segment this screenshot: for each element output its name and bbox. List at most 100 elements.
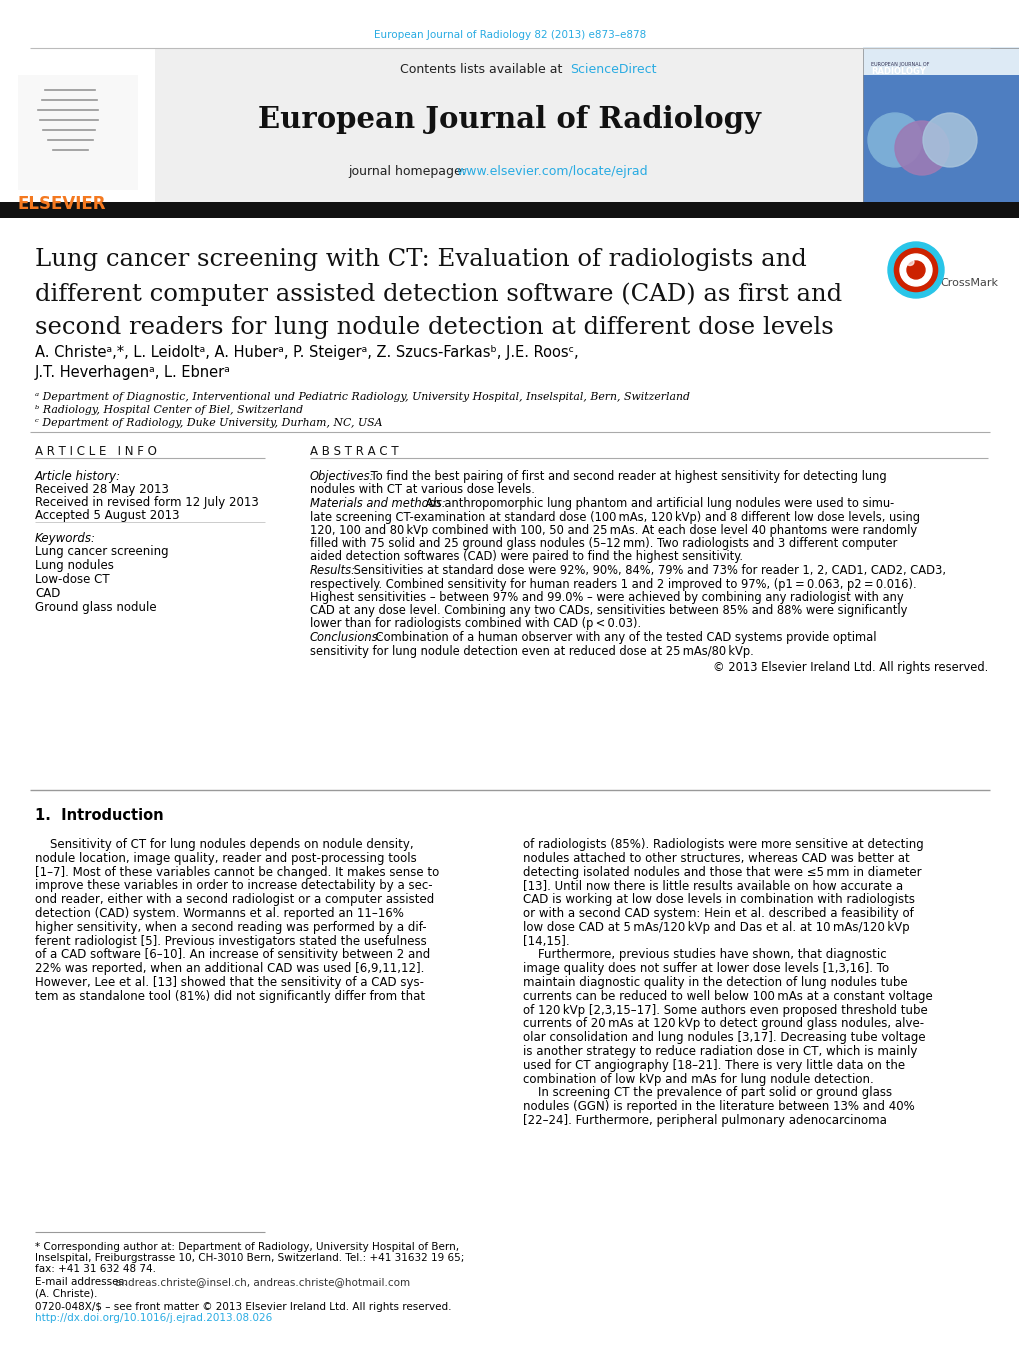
Text: E-mail addresses:: E-mail addresses:	[35, 1277, 127, 1288]
Bar	[0, 203, 1019, 218]
Bar	[18, 76, 138, 190]
Text: ferent radiologist [5]. Previous investigators stated the usefulness: ferent radiologist [5]. Previous investi…	[35, 935, 426, 947]
Text: or with a second CAD system: Hein et al. described a feasibility of: or with a second CAD system: Hein et al.…	[523, 907, 913, 920]
Text: ᵃ Department of Diagnostic, Interventional und Pediatric Radiology, University H: ᵃ Department of Diagnostic, Intervention…	[35, 392, 689, 403]
Text: However, Lee et al. [13] showed that the sensitivity of a CAD sys-: However, Lee et al. [13] showed that the…	[35, 975, 424, 989]
Text: A R T I C L E   I N F O: A R T I C L E I N F O	[35, 444, 157, 458]
Text: 120, 100 and 80 kVp combined with 100, 50 and 25 mAs. At each dose level 40 phan: 120, 100 and 80 kVp combined with 100, 5…	[310, 524, 916, 536]
Text: In screening CT the prevalence of part solid or ground glass: In screening CT the prevalence of part s…	[523, 1086, 892, 1100]
Text: detecting isolated nodules and those that were ≤5 mm in diameter: detecting isolated nodules and those tha…	[523, 866, 921, 878]
Text: RADIOLOGY: RADIOLOGY	[870, 68, 925, 76]
Text: maintain diagnostic quality in the detection of lung nodules tube: maintain diagnostic quality in the detec…	[523, 975, 907, 989]
Text: Conclusions:: Conclusions:	[310, 631, 382, 644]
Text: Inselspital, Freiburgstrasse 10, CH-3010 Bern, Switzerland. Tel.: +41 31632 19 6: Inselspital, Freiburgstrasse 10, CH-3010…	[35, 1252, 464, 1263]
Text: Received 28 May 2013: Received 28 May 2013	[35, 484, 169, 496]
Text: Low-dose CT: Low-dose CT	[35, 573, 109, 586]
Text: www.elsevier.com/locate/ejrad: www.elsevier.com/locate/ejrad	[455, 165, 647, 178]
Text: ond reader, either with a second radiologist or a computer assisted: ond reader, either with a second radiolo…	[35, 893, 434, 907]
Text: European Journal of Radiology: European Journal of Radiology	[258, 105, 761, 134]
Text: currents of 20 mAs at 120 kVp to detect ground glass nodules, alve-: currents of 20 mAs at 120 kVp to detect …	[523, 1017, 923, 1031]
Text: [1–7]. Most of these variables cannot be changed. It makes sense to: [1–7]. Most of these variables cannot be…	[35, 866, 439, 878]
Ellipse shape	[894, 122, 948, 176]
Ellipse shape	[867, 113, 921, 168]
Text: second readers for lung nodule detection at different dose levels: second readers for lung nodule detection…	[35, 316, 833, 339]
Text: J.T. Heverhagenᵃ, L. Ebnerᵃ: J.T. Heverhagenᵃ, L. Ebnerᵃ	[35, 365, 230, 380]
Text: A B S T R A C T: A B S T R A C T	[310, 444, 398, 458]
Text: image quality does not suffer at lower dose levels [1,3,16]. To: image quality does not suffer at lower d…	[523, 962, 889, 975]
Text: An anthropomorphic lung phantom and artificial lung nodules were used to simu-: An anthropomorphic lung phantom and arti…	[422, 497, 894, 511]
Text: nodules attached to other structures, whereas CAD was better at: nodules attached to other structures, wh…	[523, 851, 909, 865]
Text: To find the best pairing of first and second reader at highest sensitivity for d: To find the best pairing of first and se…	[367, 470, 886, 484]
Text: ELSEVIER: ELSEVIER	[18, 195, 106, 213]
Text: aided detection softwares (CAD) were paired to find the highest sensitivity.: aided detection softwares (CAD) were pai…	[310, 550, 742, 563]
Text: Lung cancer screening: Lung cancer screening	[35, 544, 168, 558]
Text: ScienceDirect: ScienceDirect	[570, 63, 656, 76]
Text: Contents lists available at: Contents lists available at	[399, 63, 566, 76]
Text: 0720-048X/$ – see front matter © 2013 Elsevier Ireland Ltd. All rights reserved.: 0720-048X/$ – see front matter © 2013 El…	[35, 1302, 451, 1312]
Text: (A. Christe).: (A. Christe).	[35, 1288, 97, 1298]
Text: of 120 kVp [2,3,15–17]. Some authors even proposed threshold tube: of 120 kVp [2,3,15–17]. Some authors eve…	[523, 1004, 927, 1016]
Text: [13]. Until now there is little results available on how accurate a: [13]. Until now there is little results …	[523, 880, 902, 893]
Text: nodules (GGN) is reported in the literature between 13% and 40%: nodules (GGN) is reported in the literat…	[523, 1100, 914, 1113]
Text: Sensitivity of CT for lung nodules depends on nodule density,: Sensitivity of CT for lung nodules depen…	[35, 838, 414, 851]
Text: used for CT angiography [18–21]. There is very little data on the: used for CT angiography [18–21]. There i…	[523, 1059, 904, 1071]
Ellipse shape	[905, 258, 913, 266]
Text: Objectives:: Objectives:	[310, 470, 374, 484]
Text: Furthermore, previous studies have shown, that diagnostic: Furthermore, previous studies have shown…	[523, 948, 886, 962]
Text: ᶜ Department of Radiology, Duke University, Durham, NC, USA: ᶜ Department of Radiology, Duke Universi…	[35, 417, 382, 428]
Text: Lung cancer screening with CT: Evaluation of radiologists and: Lung cancer screening with CT: Evaluatio…	[35, 249, 806, 272]
Text: andreas.christe@insel.ch, andreas.christe@hotmail.com: andreas.christe@insel.ch, andreas.christ…	[115, 1277, 410, 1288]
Text: combination of low kVp and mAs for lung nodule detection.: combination of low kVp and mAs for lung …	[523, 1073, 873, 1086]
Text: sensitivity for lung nodule detection even at reduced dose at 25 mAs/80 kVp.: sensitivity for lung nodule detection ev…	[310, 644, 753, 658]
Bar	[155, 49, 862, 208]
Text: ᵇ Radiology, Hospital Center of Biel, Switzerland: ᵇ Radiology, Hospital Center of Biel, Sw…	[35, 405, 303, 415]
Text: late screening CT-examination at standard dose (100 mAs, 120 kVp) and 8 differen: late screening CT-examination at standar…	[310, 511, 919, 524]
Text: of a CAD software [6–10]. An increase of sensitivity between 2 and: of a CAD software [6–10]. An increase of…	[35, 948, 430, 962]
Text: EUROPEAN JOURNAL OF: EUROPEAN JOURNAL OF	[870, 62, 928, 68]
Text: CAD: CAD	[35, 586, 60, 600]
Text: [14,15].: [14,15].	[523, 935, 569, 947]
Text: Highest sensitivities – between 97% and 99.0% – were achieved by combining any r: Highest sensitivities – between 97% and …	[310, 590, 903, 604]
Text: nodules with CT at various dose levels.: nodules with CT at various dose levels.	[310, 484, 534, 496]
Text: Received in revised form 12 July 2013: Received in revised form 12 July 2013	[35, 496, 259, 509]
Text: [22–24]. Furthermore, peripheral pulmonary adenocarcinoma: [22–24]. Furthermore, peripheral pulmona…	[523, 1115, 886, 1127]
Text: tem as standalone tool (81%) did not significantly differ from that: tem as standalone tool (81%) did not sig…	[35, 990, 425, 1002]
Text: of radiologists (85%). Radiologists were more sensitive at detecting: of radiologists (85%). Radiologists were…	[523, 838, 923, 851]
Text: Combination of a human observer with any of the tested CAD systems provide optim: Combination of a human observer with any…	[372, 631, 875, 644]
Text: 1.  Introduction: 1. Introduction	[35, 808, 163, 823]
Text: is another strategy to reduce radiation dose in CT, which is mainly: is another strategy to reduce radiation …	[523, 1046, 916, 1058]
Ellipse shape	[892, 247, 938, 293]
Text: Accepted 5 August 2013: Accepted 5 August 2013	[35, 509, 179, 521]
Text: low dose CAD at 5 mAs/120 kVp and Das et al. at 10 mAs/120 kVp: low dose CAD at 5 mAs/120 kVp and Das et…	[523, 921, 909, 934]
Bar	[862, 49, 1019, 208]
Text: Sensitivities at standard dose were 92%, 90%, 84%, 79% and 73% for reader 1, 2, : Sensitivities at standard dose were 92%,…	[350, 565, 945, 577]
Text: * Corresponding author at: Department of Radiology, University Hospital of Bern,: * Corresponding author at: Department of…	[35, 1242, 459, 1252]
Text: Lung nodules: Lung nodules	[35, 559, 114, 571]
Text: improve these variables in order to increase detectability by a sec-: improve these variables in order to incr…	[35, 880, 432, 893]
Text: Ground glass nodule: Ground glass nodule	[35, 601, 157, 613]
Bar	[0, 49, 155, 208]
Text: Keywords:: Keywords:	[35, 532, 96, 544]
Text: fax: +41 31 632 48 74.: fax: +41 31 632 48 74.	[35, 1265, 156, 1274]
Text: Results:: Results:	[310, 565, 356, 577]
Text: respectively. Combined sensitivity for human readers 1 and 2 improved to 97%, (p: respectively. Combined sensitivity for h…	[310, 578, 916, 590]
Text: filled with 75 solid and 25 ground glass nodules (5–12 mm). Two radiologists and: filled with 75 solid and 25 ground glass…	[310, 536, 897, 550]
Text: © 2013 Elsevier Ireland Ltd. All rights reserved.: © 2013 Elsevier Ireland Ltd. All rights …	[712, 661, 987, 674]
Text: http://dx.doi.org/10.1016/j.ejrad.2013.08.026: http://dx.doi.org/10.1016/j.ejrad.2013.0…	[35, 1313, 272, 1323]
Ellipse shape	[922, 113, 976, 168]
Bar	[862, 47, 1019, 76]
Ellipse shape	[906, 261, 924, 280]
Text: European Journal of Radiology 82 (2013) e873–e878: European Journal of Radiology 82 (2013) …	[374, 30, 645, 41]
Text: 22% was reported, when an additional CAD was used [6,9,11,12].: 22% was reported, when an additional CAD…	[35, 962, 424, 975]
Text: CrossMark: CrossMark	[940, 278, 997, 288]
Text: nodule location, image quality, reader and post-processing tools: nodule location, image quality, reader a…	[35, 851, 417, 865]
Text: detection (CAD) system. Wormanns et al. reported an 11–16%: detection (CAD) system. Wormanns et al. …	[35, 907, 404, 920]
Text: higher sensitivity, when a second reading was performed by a dif-: higher sensitivity, when a second readin…	[35, 921, 426, 934]
Bar	[862, 49, 1019, 208]
Text: currents can be reduced to well below 100 mAs at a constant voltage: currents can be reduced to well below 10…	[523, 990, 931, 1002]
Text: Article history:: Article history:	[35, 470, 121, 484]
Text: different computer assisted detection software (CAD) as first and: different computer assisted detection so…	[35, 282, 842, 305]
Text: olar consolidation and lung nodules [3,17]. Decreasing tube voltage: olar consolidation and lung nodules [3,1…	[523, 1031, 924, 1044]
Text: Materials and methods:: Materials and methods:	[310, 497, 445, 511]
Text: journal homepage:: journal homepage:	[347, 165, 470, 178]
